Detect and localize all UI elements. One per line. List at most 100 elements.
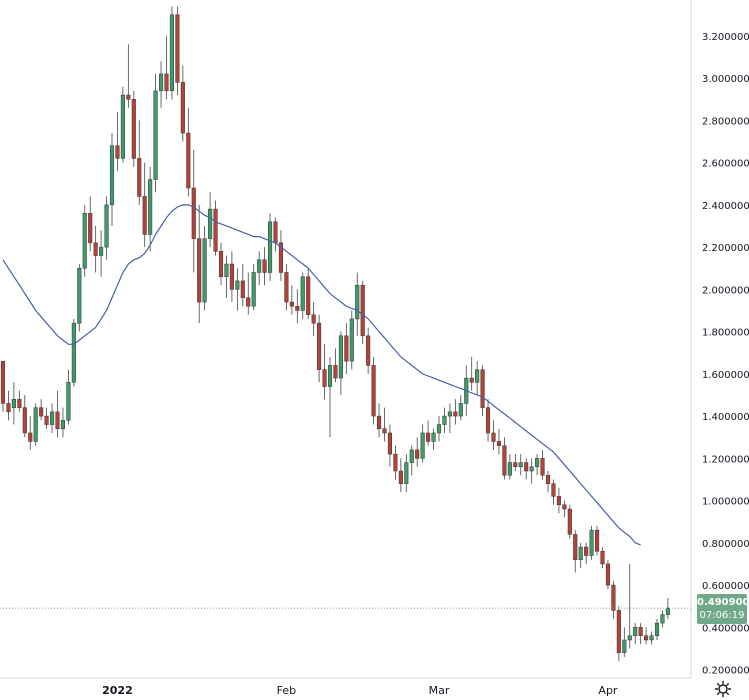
candle-body-down	[551, 483, 556, 497]
candle-body-down	[284, 272, 289, 303]
candle-body-up	[208, 208, 213, 239]
candle	[654, 618, 660, 640]
settings-icon[interactable]	[714, 680, 732, 698]
candle-body-up	[153, 90, 158, 180]
candle-body-down	[453, 411, 458, 417]
candle	[382, 407, 387, 442]
candle	[104, 196, 109, 260]
candle	[529, 458, 534, 484]
candle-body-up	[50, 411, 55, 425]
candle-body-down	[306, 276, 311, 315]
candle-body-up	[235, 280, 240, 290]
candle	[513, 454, 518, 472]
candle-body-down	[175, 14, 180, 83]
candle-body-down	[197, 238, 202, 303]
candle	[665, 597, 670, 619]
candle	[300, 272, 305, 319]
candle-body-up	[148, 179, 153, 235]
candle-body-down	[246, 297, 251, 307]
y-tick-label: 1.400000	[702, 412, 749, 423]
y-tick-label: 2.800000	[702, 116, 749, 127]
candle	[431, 428, 436, 450]
candle-body-up	[518, 462, 523, 468]
candle	[420, 424, 425, 463]
candle-body-down	[88, 213, 93, 244]
candle	[77, 264, 82, 332]
candle	[109, 133, 115, 226]
candle-body-up	[169, 14, 174, 92]
time-axis[interactable]: 2022FebMarAprMay	[102, 684, 749, 697]
candle-body-down	[382, 428, 387, 434]
candle	[502, 437, 507, 480]
candle	[638, 623, 643, 645]
candle	[180, 65, 185, 142]
candle-body-down	[322, 369, 327, 387]
y-tick-label: 2.400000	[702, 201, 749, 212]
candle	[366, 327, 371, 374]
candle-body-down	[573, 534, 578, 560]
candle-body-down	[480, 369, 485, 408]
candle-body-down	[229, 263, 234, 290]
candle	[213, 200, 218, 256]
candle-body-down	[513, 462, 518, 468]
candle	[442, 407, 447, 433]
candle	[507, 454, 512, 480]
candle	[453, 399, 458, 425]
candle	[22, 394, 27, 438]
y-tick-label: 0.200000	[702, 666, 749, 677]
candle-body-up	[109, 145, 115, 206]
candle-body-up	[535, 458, 540, 468]
candle-body-down	[0, 360, 6, 404]
candle-body-down	[469, 377, 474, 383]
candle	[164, 35, 169, 100]
candle	[235, 268, 240, 311]
candle	[393, 445, 398, 480]
candle-body-down	[218, 251, 224, 277]
candle-body-up	[404, 462, 409, 484]
candle	[327, 356, 333, 438]
candle-body-up	[475, 369, 480, 383]
candlestick-series	[0, 6, 670, 662]
candle-body-down	[616, 610, 621, 653]
candle	[589, 525, 594, 560]
candle	[436, 416, 442, 442]
candle-body-up	[33, 407, 38, 442]
candle	[578, 542, 583, 569]
candle	[605, 559, 611, 590]
candle-body-up	[159, 73, 164, 92]
candle	[355, 272, 360, 336]
candle	[142, 162, 147, 248]
candle	[6, 390, 11, 421]
candle-body-up	[447, 411, 452, 417]
y-tick-label: 3.200000	[702, 32, 749, 43]
candle	[567, 504, 572, 539]
y-tick-label: 1.600000	[702, 370, 749, 381]
candle-body-down	[22, 407, 27, 434]
candle-body-down	[605, 563, 611, 586]
candle-body-up	[660, 614, 665, 624]
candle	[540, 449, 545, 480]
candle-body-down	[524, 462, 529, 472]
candle	[120, 86, 125, 163]
candle	[317, 314, 322, 383]
candle	[33, 403, 38, 446]
candle	[262, 247, 267, 286]
candle-body-up	[251, 272, 256, 307]
candle	[322, 344, 327, 400]
candle-body-down	[377, 415, 382, 430]
candle	[60, 407, 66, 438]
candle	[159, 61, 164, 108]
candle	[360, 280, 365, 345]
price-axis[interactable]: 0.200000 0.400000 0.600000 0.800000 1.000000…	[702, 32, 749, 677]
candle	[257, 251, 262, 286]
candle	[660, 610, 665, 628]
candle	[556, 487, 561, 514]
candle-body-down	[567, 508, 572, 535]
candle-body-down	[191, 187, 196, 239]
candle-body-down	[289, 301, 294, 307]
candle	[491, 420, 496, 450]
candle-body-down	[595, 529, 600, 552]
candle-body-up	[578, 546, 583, 560]
candle	[551, 479, 556, 505]
